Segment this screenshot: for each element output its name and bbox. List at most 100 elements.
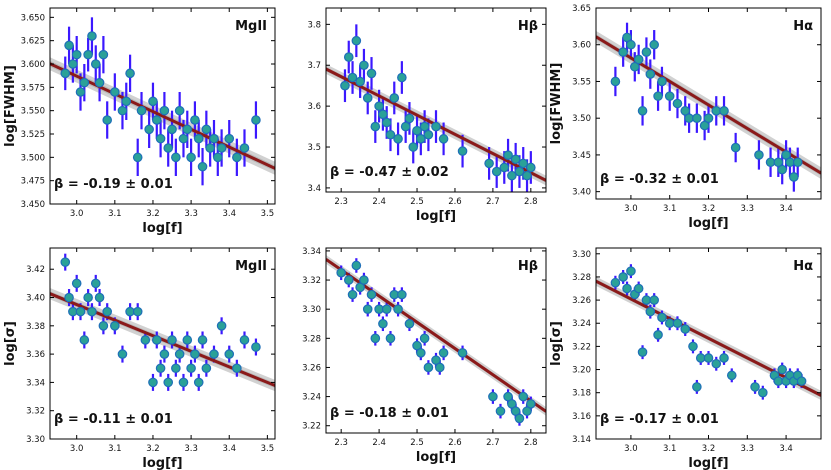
- data-point: [90, 278, 101, 289]
- panel-line-label: Hα: [793, 259, 813, 274]
- data-point: [140, 335, 151, 345]
- plot-area: [326, 255, 546, 426]
- data-point: [703, 113, 714, 123]
- data-point: [155, 133, 166, 144]
- data-point: [171, 152, 181, 163]
- data-point: [645, 69, 656, 79]
- data-point: [711, 106, 722, 116]
- fit-line: [596, 35, 821, 175]
- data-point: [125, 68, 135, 79]
- data-point: [186, 152, 196, 163]
- x-axis-label: log[f]: [142, 456, 182, 470]
- y-tick-label: 3.14: [572, 435, 591, 445]
- data-point: [416, 348, 426, 358]
- data-point: [522, 406, 532, 416]
- y-tick-label: 3.40: [26, 294, 45, 304]
- y-axis-label: log[σ]: [3, 321, 18, 366]
- data-point: [726, 370, 737, 381]
- data-point: [637, 347, 648, 357]
- data-point: [777, 364, 788, 375]
- data-point: [60, 257, 71, 267]
- data-point: [719, 106, 729, 116]
- data-point: [385, 129, 396, 140]
- x-tick-label: 3.2: [146, 209, 160, 219]
- data-point: [397, 72, 407, 83]
- data-point: [503, 391, 513, 402]
- data-point: [232, 152, 242, 163]
- data-point: [680, 106, 691, 116]
- data-point: [622, 32, 632, 43]
- data-point: [378, 109, 388, 120]
- data-point: [457, 348, 468, 358]
- data-point: [730, 142, 741, 153]
- data-point: [171, 363, 181, 374]
- data-point: [167, 335, 177, 345]
- data-point: [385, 333, 396, 344]
- y-tick-label: 3.575: [21, 83, 45, 93]
- data-point: [359, 60, 369, 71]
- y-tick-label: 3.22: [302, 422, 321, 432]
- panel-3: 3.0 3.1 3.2 3.3 3.4 3.40 3.45 3.50 3.55 3.60 3.65 l…: [549, 4, 822, 231]
- x-tick-label: 2.6: [448, 438, 462, 448]
- data-point: [64, 292, 74, 303]
- data-point: [148, 377, 158, 388]
- y-tick-label: 3.18: [572, 389, 591, 399]
- data-point: [692, 113, 702, 123]
- x-tick-label: 2.4: [372, 438, 386, 448]
- data-point: [148, 96, 158, 107]
- x-tick-label: 3.4: [222, 444, 236, 454]
- x-tick-label: 3.0: [70, 444, 84, 454]
- data-point: [163, 377, 174, 388]
- data-point: [416, 134, 426, 144]
- y-tick-label: 3.36: [26, 350, 45, 360]
- data-point: [98, 49, 109, 60]
- x-tick-label: 3.1: [663, 204, 677, 214]
- data-point: [362, 93, 373, 103]
- data-point: [758, 387, 768, 398]
- data-point: [190, 115, 200, 125]
- x-tick-label: 3.4: [222, 209, 236, 219]
- data-point: [393, 134, 403, 144]
- data-point: [657, 312, 667, 323]
- data-point: [397, 289, 407, 300]
- y-tick-label: 3.30: [572, 250, 591, 260]
- data-point: [366, 289, 377, 300]
- x-tick-label: 2.3: [334, 197, 348, 207]
- y-tick-label: 3.30: [26, 435, 45, 445]
- data-point: [526, 399, 536, 409]
- panel-1: 3.0 3.1 3.2 3.3 3.4 3.5 3.450 3.475 3.500 3.525 3.…: [3, 7, 276, 236]
- x-tick-label: 3.4: [779, 444, 793, 454]
- data-point: [216, 321, 227, 331]
- plot-area: [596, 264, 821, 400]
- data-point: [136, 105, 147, 116]
- y-tick-label: 3.32: [26, 407, 45, 417]
- data-point: [60, 68, 71, 79]
- panel-line-label: Hβ: [518, 259, 538, 274]
- x-tick-label: 3.4: [779, 204, 793, 214]
- data-point: [351, 260, 362, 271]
- y-tick-label: 3.4: [307, 184, 321, 194]
- data-point: [117, 349, 128, 359]
- data-point: [94, 292, 105, 303]
- x-tick-label: 3.0: [70, 209, 84, 219]
- data-point: [71, 49, 82, 60]
- y-tick-label: 3.26: [302, 363, 321, 373]
- data-point: [336, 267, 346, 278]
- x-tick-label: 3.2: [146, 444, 160, 454]
- x-tick-label: 2.7: [486, 197, 500, 207]
- data-point: [423, 362, 434, 373]
- data-point: [434, 362, 445, 373]
- y-axis-label: log[FWHM]: [3, 65, 18, 147]
- data-point: [343, 275, 354, 285]
- data-point: [102, 306, 113, 317]
- y-tick-label: 3.22: [572, 342, 591, 352]
- data-point: [629, 61, 640, 72]
- y-tick-label: 3.24: [302, 393, 321, 403]
- data-point: [381, 117, 392, 128]
- data-point: [98, 321, 109, 331]
- y-tick-label: 3.500: [21, 153, 45, 163]
- data-point: [366, 68, 377, 79]
- data-point: [633, 283, 644, 294]
- plot-area: [50, 17, 275, 186]
- y-tick-label: 3.550: [21, 107, 45, 117]
